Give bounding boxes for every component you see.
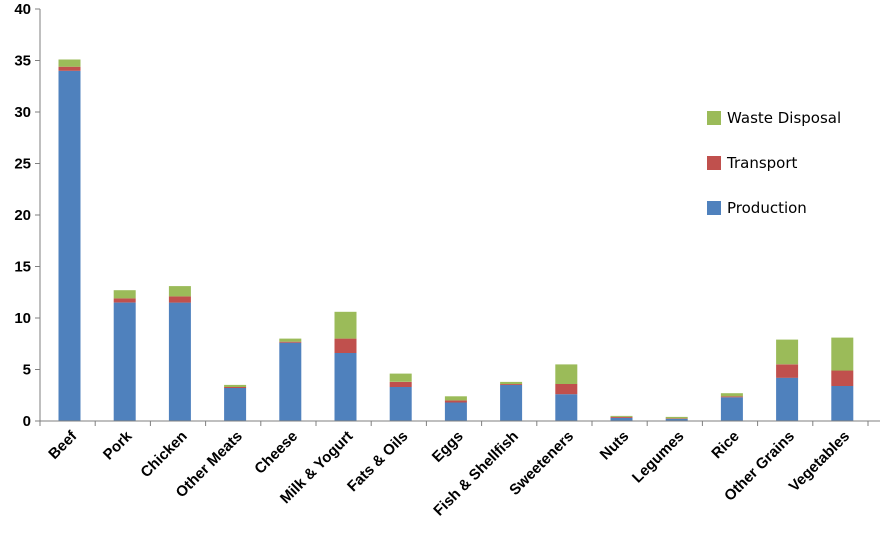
legend-label-waste-disposal: Waste Disposal [727,109,841,127]
bar-transport-13 [776,364,799,378]
bar-production-9 [555,394,578,421]
legend-swatch-production [707,201,721,215]
legend-swatch-transport [707,156,721,170]
bar-waste-disposal-13 [776,339,799,365]
x-category-label: Eggs [429,428,467,466]
bar-transport-2 [168,296,191,303]
bar-production-11 [665,418,688,421]
bar-production-12 [720,397,743,421]
legend-label-transport: Transport [726,154,798,172]
bar-waste-disposal-12 [720,393,743,397]
y-tick-label: 25 [14,156,31,173]
y-tick-label: 40 [14,1,31,18]
bar-waste-disposal-7 [444,396,467,401]
x-category-label: Beef [45,427,81,463]
bar-transport-11 [665,418,688,419]
bar-production-8 [500,384,523,421]
legend-swatch-waste-disposal [707,111,721,125]
bar-transport-1 [113,298,136,303]
y-tick-label: 20 [14,207,31,224]
bar-transport-5 [334,338,357,353]
bar-waste-disposal-6 [389,373,412,382]
bar-waste-disposal-8 [500,381,523,384]
x-category-label: Legumes [629,428,688,487]
bar-waste-disposal-0 [58,59,81,67]
bar-waste-disposal-11 [665,416,688,419]
bar-waste-disposal-14 [831,337,854,371]
bar-waste-disposal-5 [334,311,357,339]
x-category-label: Nuts [597,428,633,464]
bar-production-4 [279,342,302,421]
bar-transport-12 [720,396,743,398]
bar-transport-14 [831,370,854,386]
x-category-label: Rice [708,428,742,462]
bar-production-5 [334,353,357,421]
bar-transport-10 [610,416,633,418]
bar-production-10 [610,417,633,421]
bar-transport-4 [279,341,302,343]
bar-production-6 [389,387,412,421]
x-category-label: Chicken [137,428,190,481]
bar-production-1 [113,302,136,421]
y-axis-ticks: 0 5 10 15 20 25 30 35 40 [14,1,40,430]
bar-production-3 [224,388,247,421]
bar-waste-disposal-1 [113,290,136,299]
bar-production-13 [776,377,799,421]
bar-transport-0 [58,66,81,71]
bars-group [58,59,854,422]
bar-waste-disposal-2 [168,286,191,297]
bar-transport-6 [389,381,412,387]
bar-waste-disposal-9 [555,364,578,384]
bar-transport-9 [555,383,578,395]
bar-transport-8 [500,383,523,385]
bar-production-2 [168,302,191,421]
bar-waste-disposal-4 [279,338,302,342]
bar-waste-disposal-3 [224,384,247,387]
bar-production-7 [444,402,467,421]
legend-label-production: Production [727,199,807,217]
x-category-label: Cheese [251,428,301,478]
legend: Waste Disposal Transport Production [707,109,841,217]
y-tick-label: 5 [23,362,31,379]
bar-waste-disposal-10 [610,415,633,417]
y-tick-label: 30 [14,104,31,121]
bar-transport-3 [224,387,247,388]
y-tick-label: 10 [14,310,31,327]
x-category-label: Pork [100,427,136,463]
y-tick-label: 35 [14,53,31,70]
bar-production-0 [58,70,81,422]
bar-production-14 [831,386,854,421]
y-tick-label: 0 [23,413,31,430]
y-tick-label: 15 [14,259,31,276]
bar-transport-7 [444,400,467,403]
